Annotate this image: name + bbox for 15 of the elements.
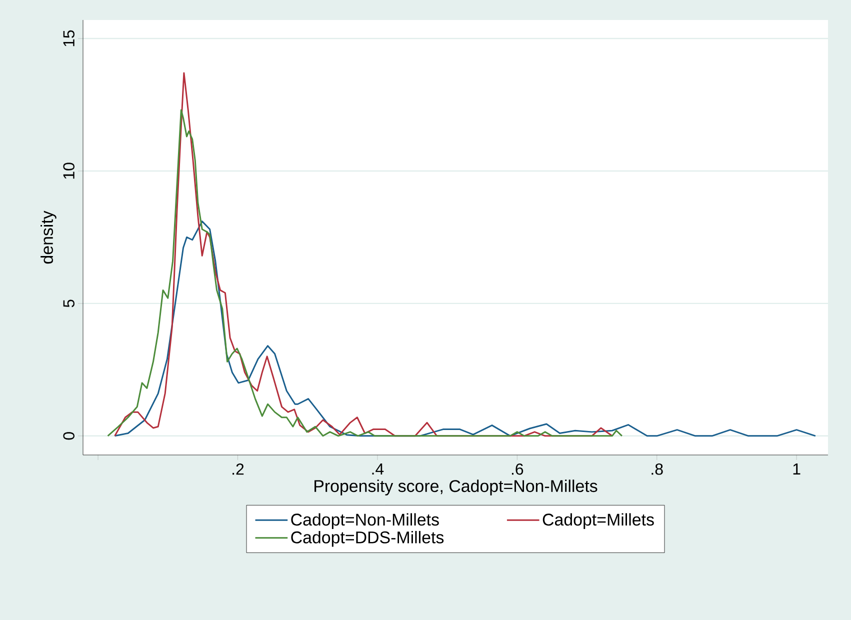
legend-label: Cadopt=DDS-Millets <box>291 530 444 547</box>
x-tick-label: 1 <box>793 464 800 474</box>
x-tick-label: .8 <box>652 464 663 475</box>
y-axis-title: density <box>40 210 56 264</box>
y-tick-label: 5 <box>63 300 74 308</box>
x-tick-label: .6 <box>512 464 524 475</box>
y-tick-label: 15 <box>63 30 74 46</box>
x-tick-label: .2 <box>232 464 244 475</box>
x-tick-label: .4 <box>372 464 384 474</box>
x-axis-title: Propensity score, Cadopt=Non-Millets <box>314 480 598 496</box>
y-tick-label: 0 <box>63 432 74 440</box>
legend-label: Cadopt=Non-Millets <box>291 513 439 529</box>
legend-label: Cadopt=Millets <box>542 513 654 529</box>
y-tick-label: 10 <box>63 162 74 179</box>
line-series <box>114 220 816 437</box>
